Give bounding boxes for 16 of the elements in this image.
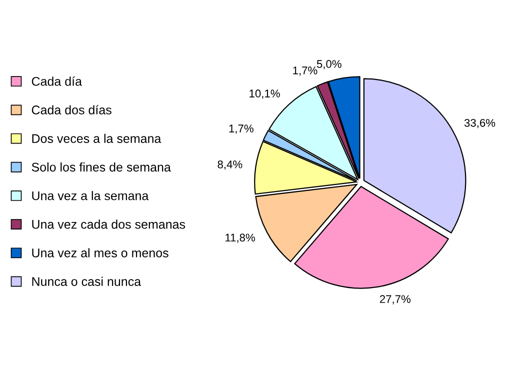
data-label: 11,8% [226,234,255,243]
data-label: 10,1% [250,90,280,99]
legend-label: Solo los fines de semana [32,162,171,172]
legend-label: Una vez a la semana [32,191,149,200]
data-label: 5,0% [316,60,342,70]
legend-label: Cada día [32,76,82,86]
data-label: 1,7% [293,66,318,76]
legend-label: Nunca o casi nunca [32,276,142,286]
legend-label: Una vez al mes o menos [32,248,168,258]
data-label: 27,7% [380,295,411,304]
data-label: 33,6% [464,118,496,128]
legend-label: Una vez cada dos semanas [32,220,186,229]
data-label: 8,4% [218,160,242,170]
legend-label: Dos veces a la semana [32,134,162,143]
data-label: 1,7% [229,124,254,134]
legend-label: Cada dos días [32,105,112,114]
